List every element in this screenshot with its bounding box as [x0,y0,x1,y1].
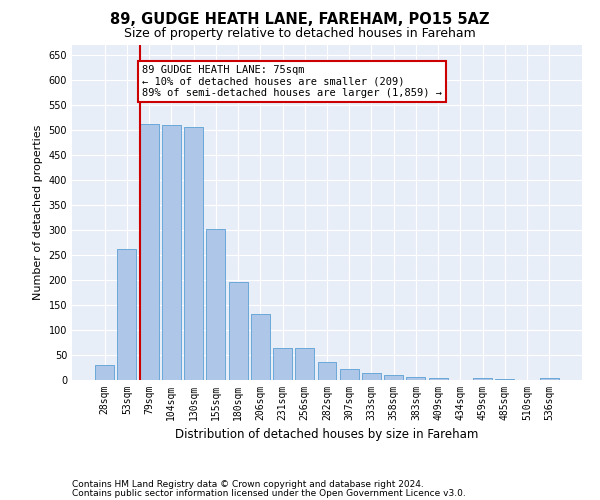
Text: 89 GUDGE HEATH LANE: 75sqm
← 10% of detached houses are smaller (209)
89% of sem: 89 GUDGE HEATH LANE: 75sqm ← 10% of deta… [142,65,442,98]
Bar [295,348,314,380]
X-axis label: Distribution of detached houses by size in Fareham: Distribution of detached houses by size … [175,428,479,442]
Bar [273,348,292,380]
Bar [95,365,114,380]
Bar [206,229,225,380]
Bar [118,248,136,380]
Bar [496,379,514,380]
Text: Size of property relative to detached houses in Fareham: Size of property relative to detached ho… [124,28,476,40]
Y-axis label: Number of detached properties: Number of detached properties [33,125,43,300]
Bar [362,372,381,380]
Text: Contains public sector information licensed under the Open Government Licence v3: Contains public sector information licen… [72,489,466,498]
Bar [384,375,403,380]
Text: Contains HM Land Registry data © Crown copyright and database right 2024.: Contains HM Land Registry data © Crown c… [72,480,424,489]
Bar [406,376,425,380]
Bar [251,314,270,380]
Bar [473,378,492,380]
Bar [429,378,448,380]
Bar [184,126,203,380]
Bar [340,369,359,380]
Bar [229,282,248,380]
Text: 89, GUDGE HEATH LANE, FAREHAM, PO15 5AZ: 89, GUDGE HEATH LANE, FAREHAM, PO15 5AZ [110,12,490,28]
Bar [140,124,158,380]
Bar [540,378,559,380]
Bar [317,362,337,380]
Bar [162,125,181,380]
